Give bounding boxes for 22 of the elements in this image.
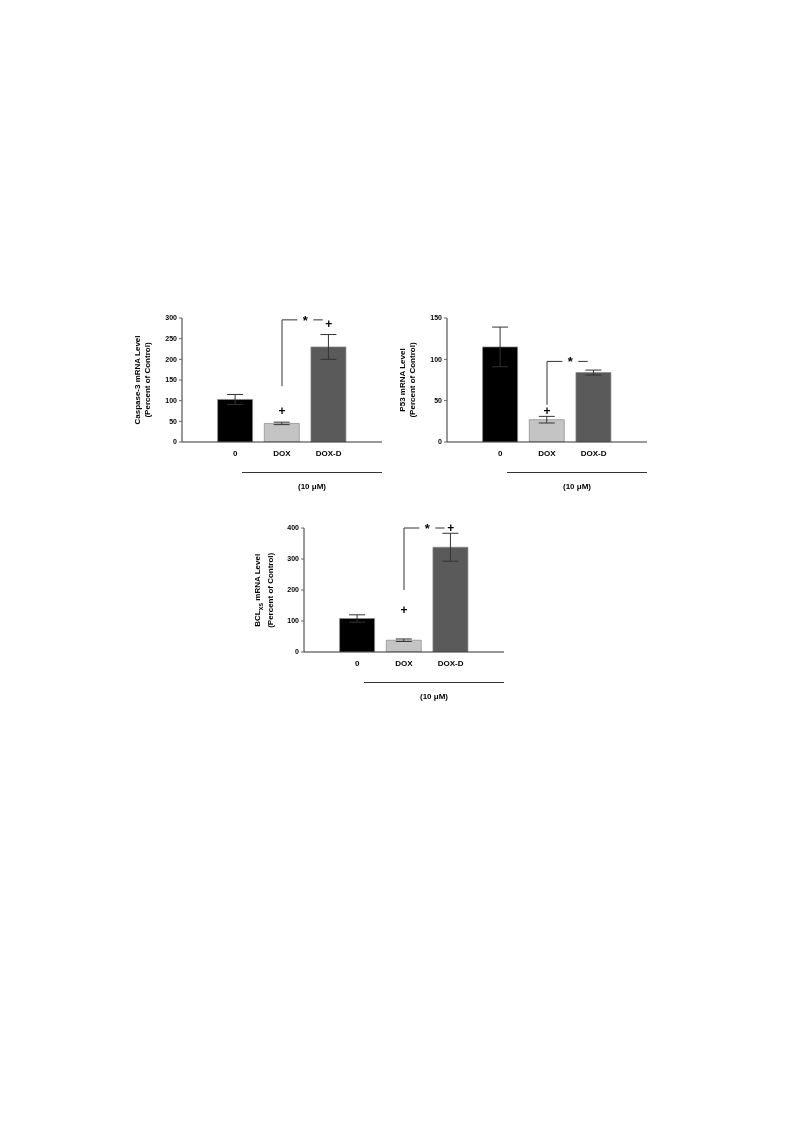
x-tick-label: 0 <box>233 448 239 458</box>
text: (10 μM) <box>297 482 327 491</box>
annotation: + <box>278 404 286 418</box>
annotation: * <box>424 521 431 536</box>
text: (10 μM) <box>419 692 449 701</box>
annotation: + <box>447 521 455 535</box>
annotation: * <box>302 312 309 328</box>
x-tick-label: DOX-D <box>580 448 607 458</box>
annotation: + <box>325 317 333 332</box>
x-tick-label: DOX <box>538 448 557 458</box>
text: (10 μM) <box>562 482 592 491</box>
x-tick-label: DOX <box>273 448 292 458</box>
y-axis-title: Caspase-3 mRNA Level (Percent of Control) <box>133 335 153 425</box>
x-tick-label: 0 <box>355 658 361 668</box>
annotation: + <box>543 404 551 418</box>
x-tick-label: 0 <box>498 448 504 458</box>
x-tick-label: DOX <box>395 658 414 668</box>
x-tick-label: DOX-D <box>315 448 342 458</box>
x-tick-label: DOX-D <box>437 658 464 668</box>
y-axis-title: P53 mRNA Level (Percent of Control) <box>398 342 418 418</box>
annotation: + <box>400 602 408 617</box>
annotation: * <box>567 354 574 370</box>
